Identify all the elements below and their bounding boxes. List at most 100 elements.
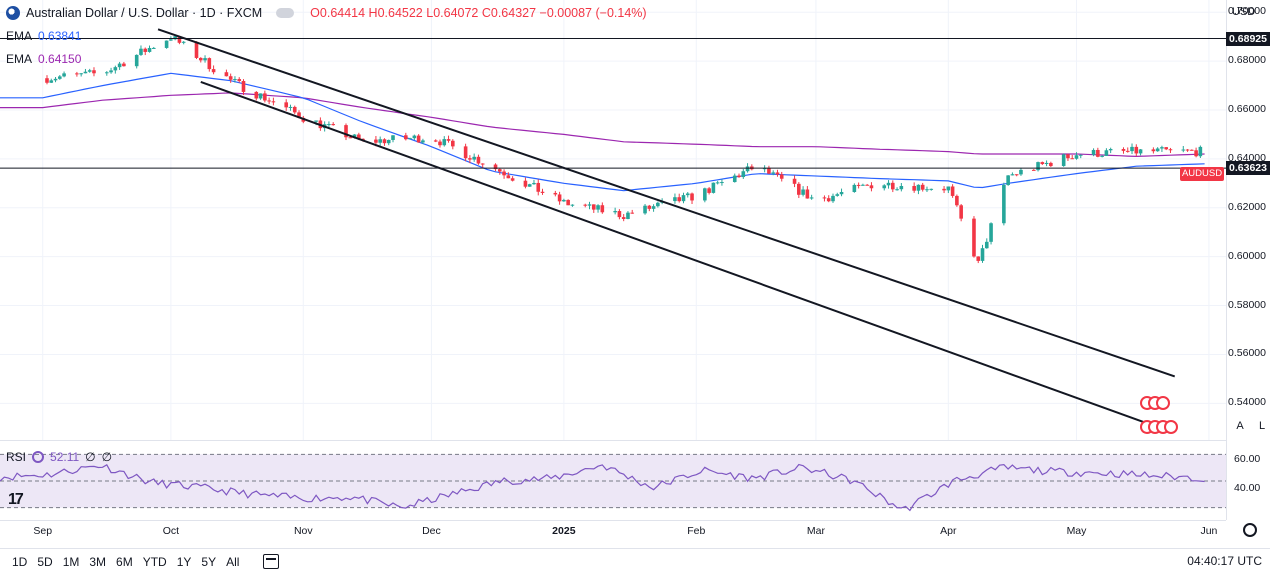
candle-body	[835, 194, 840, 196]
candle-body	[1194, 150, 1198, 157]
range-ytd-button[interactable]: YTD	[142, 554, 167, 569]
time-label: Oct	[162, 525, 180, 537]
candle-body	[1160, 147, 1164, 149]
currency-selector[interactable]: USD	[1232, 6, 1256, 18]
range-5y-button[interactable]: 5Y	[201, 554, 217, 569]
candle-body	[1198, 146, 1203, 157]
candle-body	[912, 186, 916, 191]
candle-body	[536, 182, 541, 192]
candle-body	[143, 48, 148, 52]
candle-body	[617, 211, 622, 218]
candle-body	[271, 101, 276, 103]
auto-scale-button[interactable]: A	[1236, 420, 1244, 432]
range-3m-button[interactable]: 3M	[89, 554, 107, 569]
candle-body	[630, 212, 635, 214]
candle-body	[570, 204, 575, 206]
candle-body	[476, 156, 481, 164]
candle-body	[553, 192, 558, 195]
time-axis[interactable]: Sep Oct Nov Dec 2025 Feb Mar Apr May Jun	[0, 520, 1226, 542]
symbol-flag-icon	[6, 6, 20, 20]
candle-body	[194, 41, 199, 58]
candle-body	[357, 134, 361, 139]
ema-slow-legend[interactable]: EMA 0.64150	[6, 52, 81, 66]
candle-body	[869, 185, 874, 189]
candle-body	[591, 204, 596, 210]
candle-body	[809, 197, 814, 199]
ema-fast-legend[interactable]: EMA 0.63841	[6, 29, 81, 43]
candle-body	[122, 63, 126, 67]
calendar-icon[interactable]	[263, 554, 280, 569]
candle-body	[134, 54, 139, 67]
symbol-title[interactable]: Australian Dollar / U.S. Dollar · 1D · F…	[26, 6, 263, 20]
time-label: Mar	[806, 525, 825, 537]
candle-body	[891, 182, 895, 190]
rsi-pane[interactable]: RSI 52.11 ∅ ∅ 17	[0, 440, 1226, 520]
rsi-settings-icon[interactable]	[32, 451, 45, 463]
channel-lower-trendline	[200, 80, 1167, 432]
candle-body	[861, 184, 865, 186]
candle-body	[720, 182, 724, 184]
candle-body	[113, 67, 118, 71]
utc-clock[interactable]: 04:40:17 UTC	[1187, 554, 1262, 568]
candle-body	[1155, 148, 1160, 152]
price-axis[interactable]: 0.70000 0.68000 0.66000 0.64000 0.62000 0.600…	[1226, 0, 1270, 520]
candle-body	[203, 58, 207, 61]
range-all-button[interactable]: All	[226, 554, 240, 569]
candle-body	[181, 41, 186, 43]
candle-body	[147, 47, 152, 52]
candle-body	[433, 140, 438, 142]
ema-fast-line	[0, 72, 1205, 192]
rsi-label[interactable]: RSI	[6, 450, 27, 464]
candle-body	[1066, 154, 1070, 159]
range-1d-button[interactable]: 1D	[12, 554, 28, 569]
price-tick-label: 0.60000	[1228, 249, 1266, 262]
candle-body	[1091, 149, 1096, 155]
rsi-tick-40: 40.00	[1234, 482, 1261, 494]
candle-body	[920, 184, 925, 190]
candle-body	[263, 93, 267, 101]
candle-body	[1040, 162, 1045, 165]
ema-slow-label: EMA	[6, 52, 33, 66]
candle-body	[656, 202, 660, 207]
time-label: Sep	[33, 525, 53, 537]
candle-body	[1014, 174, 1019, 176]
log-scale-button[interactable]: L	[1258, 420, 1266, 432]
candle-body	[1134, 146, 1139, 154]
candle-body	[1096, 149, 1100, 157]
symbol-price-tag: AUDUSD	[1180, 167, 1224, 181]
eye-icon[interactable]	[276, 8, 295, 18]
time-label: Apr	[940, 525, 957, 537]
candle-body	[224, 72, 229, 77]
main-chart[interactable]: Australian Dollar / U.S. Dollar · 1D · F…	[0, 0, 1226, 440]
candle-body	[1104, 150, 1109, 156]
candle-body	[1108, 149, 1113, 151]
rsi-value: 52.11	[50, 450, 80, 464]
au-flag-marker[interactable]	[1140, 396, 1176, 410]
range-1y-button[interactable]: 1Y	[176, 554, 192, 569]
time-label: Dec	[422, 525, 441, 537]
candle-body	[737, 175, 741, 178]
candle-body	[510, 178, 515, 181]
candle-body	[493, 164, 498, 170]
candle-body	[1185, 149, 1190, 151]
candle-body	[83, 71, 88, 74]
candle-body	[741, 171, 746, 178]
range-5d-button[interactable]: 5D	[37, 554, 53, 569]
candle-body	[779, 174, 784, 179]
us-flag-marker[interactable]	[1140, 420, 1178, 434]
candle-body	[946, 186, 951, 191]
rsi-extra-2: ∅	[101, 450, 113, 464]
candle-body	[117, 63, 122, 68]
price-tick-label: 0.66000	[1228, 103, 1266, 115]
candle-body	[1019, 169, 1023, 175]
candle-body	[1138, 149, 1143, 154]
candle-body	[527, 184, 532, 187]
tradingview-logo[interactable]: 17	[8, 491, 24, 508]
candle-body	[1164, 147, 1168, 150]
candle-body	[53, 78, 58, 81]
candle-body	[297, 112, 301, 118]
gear-icon[interactable]	[1243, 523, 1257, 537]
range-1m-button[interactable]: 1M	[62, 554, 80, 569]
candle-body	[164, 40, 169, 48]
range-6m-button[interactable]: 6M	[116, 554, 133, 569]
